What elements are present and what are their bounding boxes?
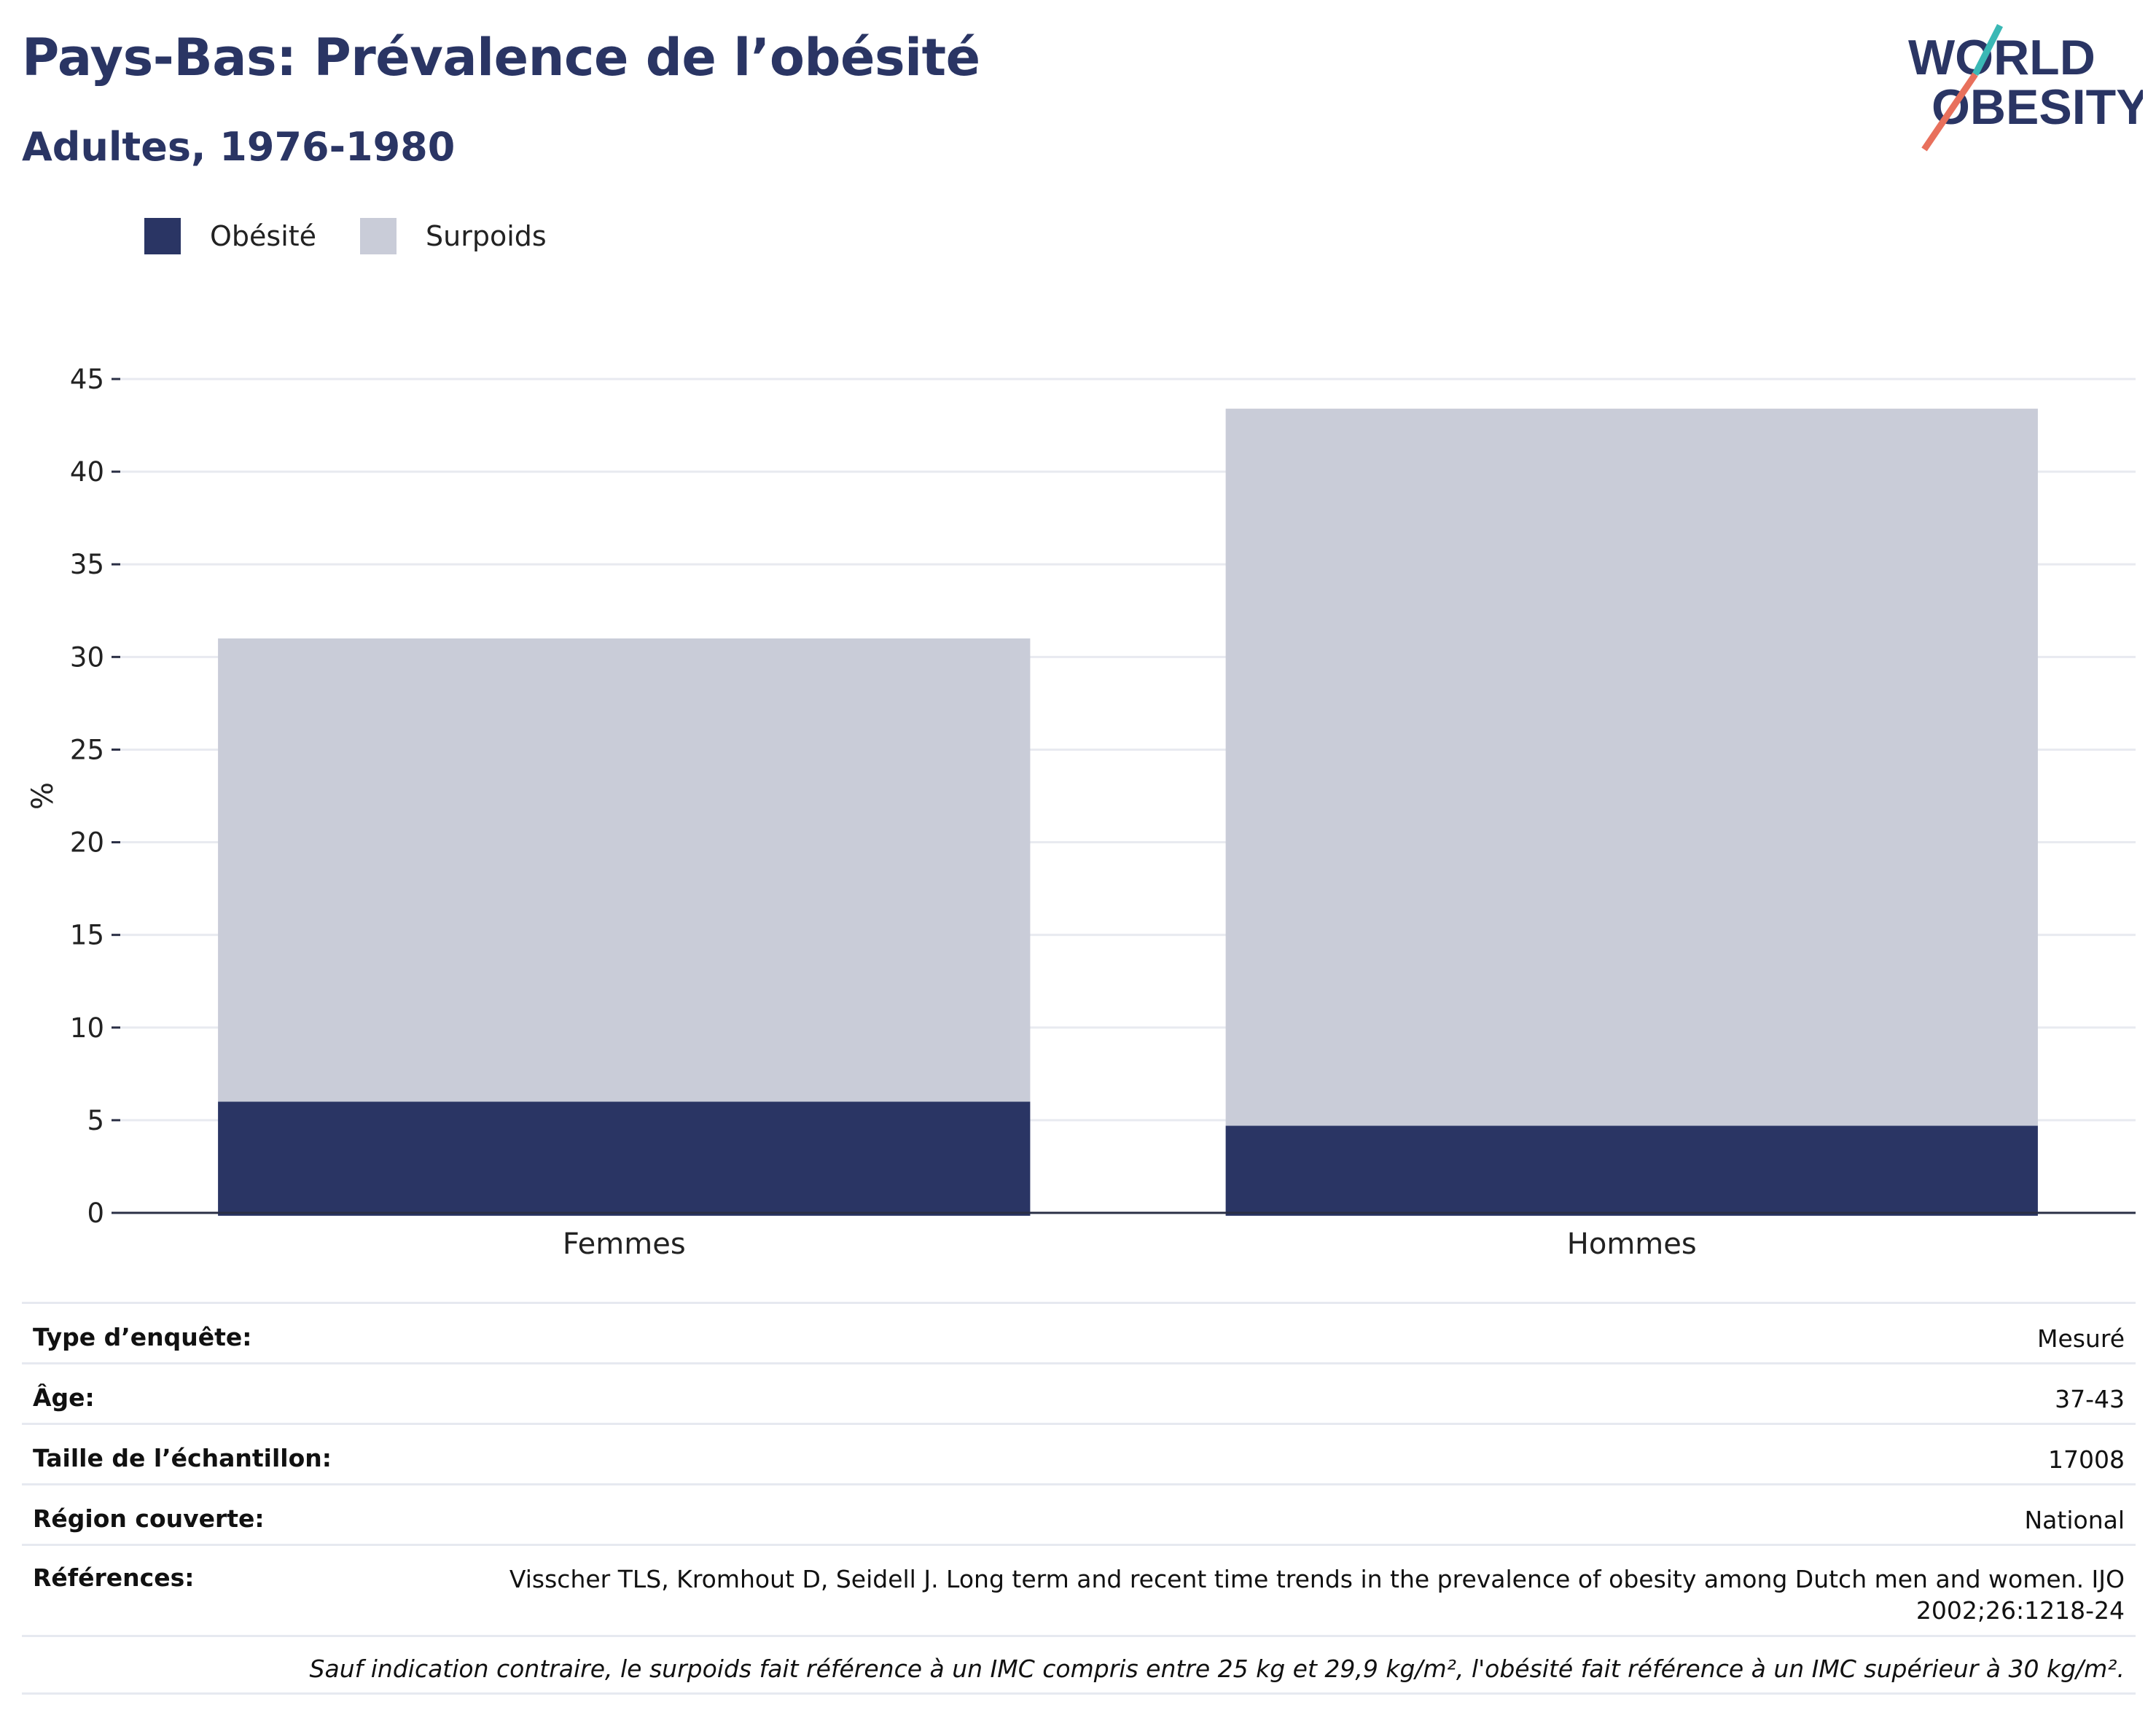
- bar-surpoids-femmes: [218, 638, 1031, 1102]
- y-tick-label: 40: [70, 456, 104, 488]
- info-key: Références:: [33, 1563, 195, 1592]
- info-key: Type d’enquête:: [33, 1323, 252, 1351]
- y-tick-label: 0: [87, 1198, 104, 1229]
- page-title: Pays-Bas: Prévalence de l’obésité: [22, 28, 980, 87]
- x-tick-label: Femmes: [563, 1227, 686, 1261]
- bar-obsit-hommes: [1225, 1125, 2038, 1216]
- y-tick-label: 20: [70, 827, 104, 859]
- info-key: Région couverte:: [33, 1504, 265, 1533]
- legend-label-obesite: Obésité: [210, 220, 317, 252]
- logo-word-world: WORLD: [1908, 30, 2096, 85]
- info-value: National: [2024, 1506, 2125, 1534]
- info-value: Visscher TLS, Kromhout D, Seidell J. Lon…: [509, 1565, 2125, 1625]
- legend-label-surpoids: Surpoids: [426, 220, 547, 252]
- legend-swatch-surpoids: [360, 218, 397, 254]
- info-row-sample-size: Taille de l’échantillon: 17008: [22, 1423, 2136, 1483]
- info-key: Âge:: [33, 1383, 95, 1412]
- x-tick-label: Hommes: [1567, 1227, 1697, 1261]
- info-row-references: Références: Visscher TLS, Kromhout D, Se…: [22, 1544, 2136, 1635]
- chart-legend: Obésité Surpoids: [144, 217, 590, 255]
- legend-item-surpoids[interactable]: Surpoids: [360, 218, 547, 254]
- bar-obsit-femmes: [218, 1101, 1031, 1216]
- info-row-age: Âge: 37-43: [22, 1362, 2136, 1423]
- legend-item-obesite[interactable]: Obésité: [144, 218, 316, 254]
- y-tick-label: 15: [70, 920, 104, 951]
- y-axis-label: %: [26, 782, 60, 810]
- info-value: 17008: [2048, 1445, 2125, 1474]
- y-tick-label: 5: [87, 1105, 104, 1136]
- info-key: Taille de l’échantillon:: [33, 1444, 332, 1472]
- info-row-region: Région couverte: National: [22, 1483, 2136, 1544]
- note-text: Sauf indication contraire, le surpoids f…: [309, 1655, 2125, 1683]
- logo-slash-teal: [1972, 23, 2004, 77]
- page-subtitle: Adultes, 1976-1980: [22, 124, 456, 170]
- y-tick-label: 25: [70, 734, 104, 765]
- world-obesity-logo: WORLD OBESITY: [1908, 23, 2143, 152]
- stacked-bar-chart: 0 5 10 15 20 25 30 35 40 45% Femmes Hommes: [26, 364, 2136, 1261]
- info-value: Mesuré: [2036, 1324, 2125, 1353]
- y-tick-label: 10: [70, 1012, 104, 1044]
- y-tick-label: 45: [70, 364, 104, 395]
- y-tick-label: 30: [70, 641, 104, 673]
- survey-info-table: Type d’enquête: Mesuré Âge: 37-43 Taille…: [22, 1302, 2136, 1695]
- bar-surpoids-hommes: [1225, 408, 2038, 1126]
- logo-slash-coral: [1921, 72, 1978, 152]
- legend-swatch-obesite: [144, 218, 181, 254]
- info-row-survey-type: Type d’enquête: Mesuré: [22, 1302, 2136, 1362]
- y-tick-label: 35: [70, 549, 104, 580]
- info-value: 37-43: [2055, 1385, 2125, 1413]
- definition-note: Sauf indication contraire, le surpoids f…: [22, 1635, 2136, 1695]
